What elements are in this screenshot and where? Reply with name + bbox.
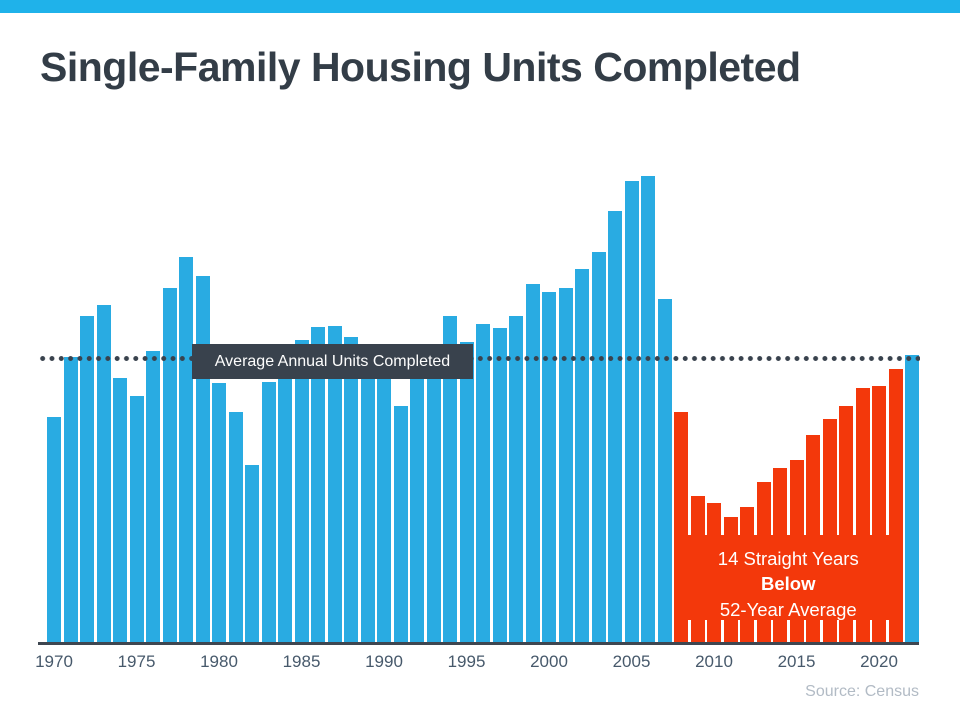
x-tick-2010: 2010 [695,652,733,671]
bar-1973 [96,305,111,643]
chart-title: Single-Family Housing Units Completed [40,44,801,90]
x-tick-1970: 1970 [35,652,73,671]
average-line-label: Average Annual Units Completed [192,344,473,379]
bar-1993 [426,349,441,643]
bar-2004 [608,210,622,643]
bar-1982 [245,464,259,643]
bar-1972 [80,315,94,643]
source-credit: Source: Census [805,683,919,700]
below-average-block: 14 Straight Years Below 52-Year Average [674,535,903,620]
annotation-line-1: 14 Straight Years [717,548,859,569]
bar-2005 [624,181,639,643]
bar-1998 [509,315,523,643]
bar-1996 [476,324,490,643]
bar-1995 [459,342,474,643]
bar-2001 [558,288,573,643]
bar-1970 [47,416,61,643]
bar-1984 [278,353,292,643]
bar-1989 [360,353,375,643]
x-tick-2020: 2020 [860,652,898,671]
x-tick-1990: 1990 [365,652,403,671]
bar-2006 [641,176,655,643]
bar-1986 [311,326,325,643]
bar-2000 [542,292,556,643]
bar-1978 [179,256,193,643]
bar-1974 [113,377,127,643]
bar-1985 [294,340,309,643]
bar-1991 [393,406,408,643]
bar-1990 [377,370,391,643]
x-tick-2015: 2015 [777,652,816,671]
x-tick-1985: 1985 [282,652,321,671]
bar-1976 [146,351,160,643]
annotation-line-3: 52-Year Average [719,598,857,620]
bar-1983 [261,382,276,643]
bar-1987 [327,325,342,643]
annotation-line-2: Below [761,573,816,595]
x-tick-1995: 1995 [447,652,486,671]
top-accent-bar [0,0,960,13]
x-tick-1975: 1975 [117,652,156,671]
bar-1999 [525,284,540,643]
bar-1980 [212,383,226,643]
average-dotted-line [38,355,920,361]
bar-1988 [344,336,358,643]
x-axis-line [38,641,919,645]
bar-1975 [129,395,144,643]
x-tick-2005: 2005 [612,652,651,671]
bar-1994 [443,315,457,643]
bar-2022 [905,355,919,643]
x-tick-1980: 1980 [200,652,238,671]
bar-2003 [591,251,606,643]
bar-1971 [63,356,78,643]
bar-2007 [657,299,672,643]
bar-1981 [228,411,243,643]
bar-1977 [162,287,177,643]
x-tick-2000: 2000 [530,652,568,671]
bar-1992 [410,370,424,643]
bar-2002 [575,268,589,643]
bar-1979 [195,275,210,643]
bar-1997 [492,327,507,643]
